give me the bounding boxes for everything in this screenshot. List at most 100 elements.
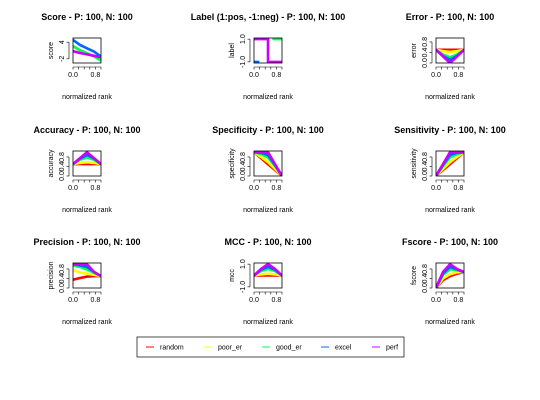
y-tick-label: 0.4 <box>422 274 429 284</box>
x-tick-label: 0.8 <box>454 185 464 192</box>
y-tick-label: 0.0 <box>59 171 66 181</box>
series-excel <box>73 38 101 58</box>
x-tick-label: 0.0 <box>431 297 441 304</box>
y-tick-label: 0.4 <box>422 48 429 58</box>
plot-box <box>253 262 283 289</box>
y-tick-label: 0.0 <box>422 283 429 293</box>
x-axis-label: normalized rank <box>62 319 112 326</box>
plot-box <box>72 262 102 289</box>
x-tick-label: 0.8 <box>272 185 282 192</box>
x-tick-label: 0.8 <box>91 297 101 304</box>
panel-title: Score - P: 100, N: 100 <box>41 12 133 22</box>
y-axis-label: score <box>48 42 55 59</box>
panel-5: Specificity - P: 100, N: 100 normalized r… <box>212 125 324 214</box>
panel-title: Sensitivity - P: 100, N: 100 <box>394 125 506 135</box>
series-group <box>73 263 101 282</box>
legend-label: good_er <box>276 345 302 352</box>
legend-box <box>136 336 405 358</box>
y-tick-label: 4 <box>59 40 66 44</box>
series-group <box>436 48 464 63</box>
plot-box <box>72 37 102 64</box>
x-tick-label: 0.0 <box>68 72 78 79</box>
y-tick-label: -1.0 <box>240 281 247 293</box>
x-tick-label: 0.8 <box>272 297 282 304</box>
series-poor_er <box>436 48 464 54</box>
panel-9: Fscore - P: 100, N: 100 normalized rank fs… <box>402 237 498 326</box>
panel-title: Precision - P: 100, N: 100 <box>33 237 140 247</box>
y-tick-label: 1.0 <box>240 259 247 269</box>
series-perf <box>436 263 464 288</box>
panel-6: Sensitivity - P: 100, N: 100 normalized r… <box>394 125 506 214</box>
y-tick-label: 0.0 <box>59 283 66 293</box>
x-axis-label: normalized rank <box>425 94 475 101</box>
panel-title: Error - P: 100, N: 100 <box>406 12 495 22</box>
series-perf <box>254 38 282 63</box>
legend-label: poor_er <box>218 345 243 352</box>
series-perf <box>254 263 282 277</box>
x-tick-label: 0.0 <box>431 72 441 79</box>
y-tick-label: 0.4 <box>59 162 66 172</box>
x-axis-label: normalized rank <box>425 319 475 326</box>
x-axis-label: normalized rank <box>425 207 475 214</box>
y-axis-label: sensitivity <box>411 148 418 179</box>
y-tick-label: 1.0 <box>240 34 247 44</box>
x-tick-label: 0.0 <box>431 185 441 192</box>
x-tick-label: 0.8 <box>91 185 101 192</box>
series-poor_er <box>254 272 282 277</box>
y-axis-label: label <box>229 43 236 58</box>
series-group <box>254 151 282 176</box>
series-perf <box>73 263 101 278</box>
plot-box <box>435 262 465 289</box>
legend-label: random <box>160 345 184 352</box>
x-axis-label: normalized rank <box>243 319 293 326</box>
x-tick-label: 0.0 <box>68 297 78 304</box>
y-tick-label: 0.8 <box>422 37 429 47</box>
panel-2: Label (1:pos, -1:neg) - P: 100, N: 100 no… <box>191 12 346 101</box>
x-tick-label: 0.8 <box>91 72 101 79</box>
series-perf <box>73 49 101 59</box>
panel-4: Accuracy - P: 100, N: 100 normalized rank… <box>33 125 140 214</box>
x-axis-label: normalized rank <box>62 207 112 214</box>
x-tick-label: 0.0 <box>68 185 78 192</box>
y-tick-label: 0.4 <box>240 162 247 172</box>
x-tick-label: 0.8 <box>272 72 282 79</box>
series-perf <box>436 151 464 176</box>
y-tick-label: -1.0 <box>240 56 247 68</box>
panel-3: Error - P: 100, N: 100 normalized rank err… <box>406 12 495 101</box>
series-perf <box>73 151 101 166</box>
panel-7: Precision - P: 100, N: 100 normalized ran… <box>33 237 140 326</box>
y-tick-label: 0.8 <box>59 152 66 162</box>
panel-1: Score - P: 100, N: 100 normalized rank sco… <box>41 12 133 101</box>
x-axis-label: normalized rank <box>62 94 112 101</box>
y-tick-label: 0.4 <box>422 162 429 172</box>
y-tick-label: 0.4 <box>59 274 66 284</box>
panel-title: MCC - P: 100, N: 100 <box>224 237 311 247</box>
series-group <box>436 263 464 288</box>
x-tick-label: 0.8 <box>454 72 464 79</box>
y-axis-label: fscore <box>411 266 418 285</box>
y-axis-label: accuracy <box>48 149 55 178</box>
y-tick-label: 0.8 <box>422 152 429 162</box>
plot-box <box>253 150 283 177</box>
y-tick-label: 0.8 <box>240 152 247 162</box>
series-group <box>436 151 464 176</box>
y-axis-label: precision <box>48 261 55 289</box>
series-group <box>254 38 282 63</box>
plot-box <box>435 150 465 177</box>
y-tick-label: -2 <box>59 56 66 62</box>
y-tick-label: 0.0 <box>240 171 247 181</box>
legend-label: perf <box>386 345 398 352</box>
legend-label: excel <box>335 345 352 352</box>
x-axis-label: normalized rank <box>243 207 293 214</box>
x-tick-label: 0.0 <box>249 72 259 79</box>
y-axis-label: error <box>411 42 418 57</box>
legend: random poor_er good_er excel perf <box>136 336 405 358</box>
panel-title: Label (1:pos, -1:neg) - P: 100, N: 100 <box>191 12 346 22</box>
plot-box <box>435 37 465 64</box>
plot-box <box>72 150 102 177</box>
series-group <box>254 263 282 277</box>
x-tick-label: 0.8 <box>454 297 464 304</box>
x-axis-label: normalized rank <box>243 94 293 101</box>
panel-title: Specificity - P: 100, N: 100 <box>212 125 324 135</box>
